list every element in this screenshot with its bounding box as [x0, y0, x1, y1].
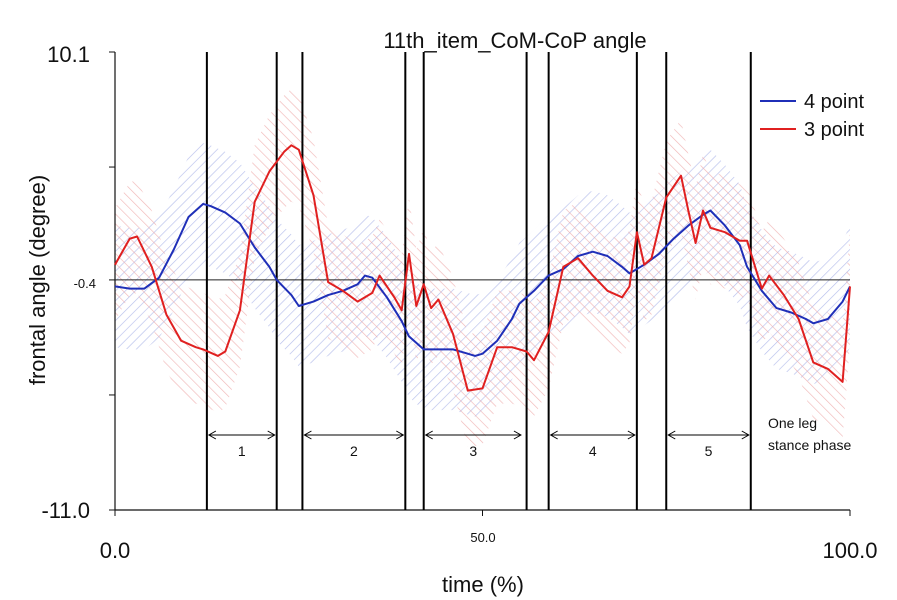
phase-label-4: 4 [589, 443, 597, 459]
phase-arrowhead-left-4 [549, 430, 558, 440]
x-axis-label: time (%) [442, 572, 524, 597]
x-tick-label-left: 0.0 [100, 538, 131, 563]
y-tick-label-top: 10.1 [47, 42, 90, 67]
legend: 4 point 3 point [760, 91, 864, 141]
x-tick-label-right: 100.0 [822, 538, 877, 563]
phase-label-3: 3 [469, 443, 477, 459]
phase-arrowhead-left-2 [303, 430, 312, 440]
y-ticks [109, 51, 115, 511]
phase-arrowhead-left-3 [424, 430, 433, 440]
phase-arrowhead-right-5 [741, 430, 750, 440]
phase-arrowhead-right-1 [267, 430, 276, 440]
chart-title: 11th_item_CoM-CoP angle [383, 28, 646, 53]
series-line-3-point [114, 144, 851, 392]
y-axis-label: frontal angle (degree) [25, 175, 50, 385]
x-ticks [114, 510, 851, 516]
legend-label-3-point: 3 point [804, 119, 864, 141]
x-tick-label-mid: 50.0 [470, 530, 495, 545]
phase-arrowhead-right-3 [513, 430, 522, 440]
variability-bands [115, 88, 850, 448]
y-tick-label-bottom: -11.0 [41, 498, 90, 523]
phase-arrowhead-right-4 [627, 430, 636, 440]
legend-label-4-point: 4 point [804, 91, 864, 113]
phase-label-5: 5 [705, 443, 713, 459]
phase-label-1: 1 [238, 443, 246, 459]
annotation-line-2: stance phase [768, 437, 851, 453]
y-tick-label-mid: -0.4 [74, 276, 96, 291]
annotation-line-1: One leg [768, 415, 817, 431]
phase-arrowhead-right-2 [396, 430, 405, 440]
series-lines [114, 144, 851, 392]
phase-arrowhead-left-5 [667, 430, 676, 440]
phase-label-2: 2 [350, 443, 358, 459]
phase-markers: 1 2 3 4 5 [207, 430, 750, 459]
phase-arrowhead-left-1 [207, 430, 217, 440]
